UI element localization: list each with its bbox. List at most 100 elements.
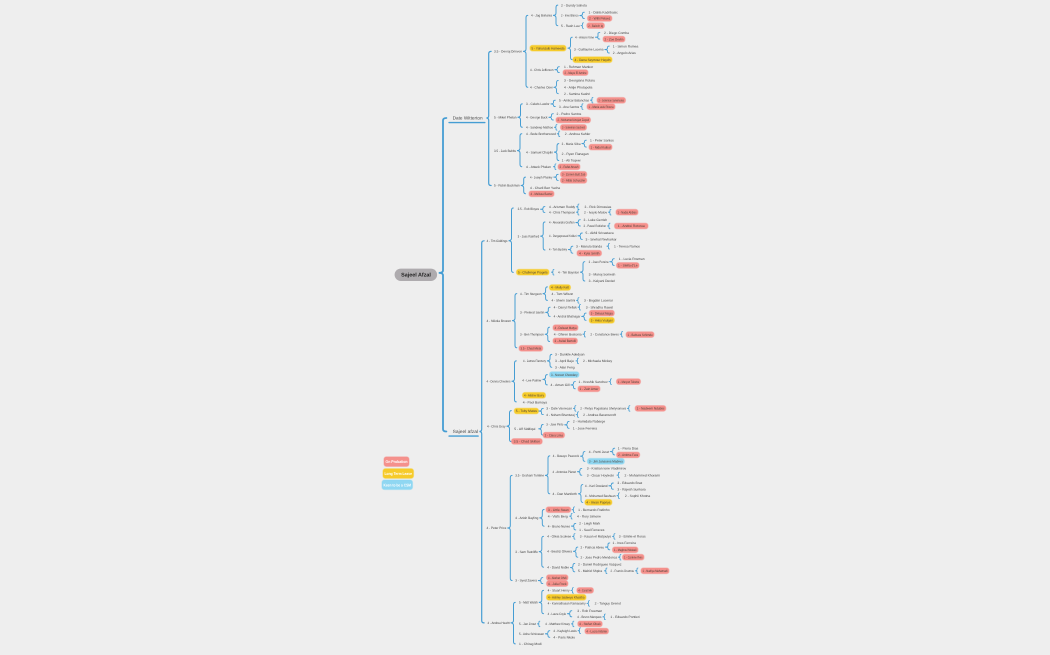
svg-text:4 - Andrea Hewitt: 4 - Andrea Hewitt — [488, 622, 510, 626]
svg-text:4 - Alisher Barry: 4 - Alisher Barry — [524, 394, 544, 398]
svg-text:1 - Carlene Reis: 1 - Carlene Reis — [624, 556, 643, 560]
svg-text:4 - Tim Baynton: 4 - Tim Baynton — [558, 271, 579, 275]
svg-text:2 - Andrea Baranscroft: 2 - Andrea Baranscroft — [583, 413, 616, 417]
svg-text:1 - Lucia Rosman: 1 - Lucia Rosman — [619, 257, 645, 261]
svg-text:1 - Maryan Tekstra: 1 - Maryan Tekstra — [618, 380, 639, 384]
svg-text:5 - Yahanzaib Hameeda: 5 - Yahanzaib Hameeda — [532, 47, 565, 51]
svg-text:2 - Mohammed Khorami: 2 - Mohammed Khorami — [625, 474, 661, 478]
svg-text:5 - Asha Srinivasan: 5 - Asha Srinivasan — [519, 633, 544, 637]
svg-text:4 - Alexandra Grafton: 4 - Alexandra Grafton — [549, 221, 575, 225]
svg-text:2 - Zoe Devlin: 2 - Zoe Devlin — [605, 38, 624, 42]
svg-text:4 - Dhiren Bostonia: 4 - Dhiren Bostonia — [554, 333, 582, 337]
svg-text:4 - Karl Dowland: 4 - Karl Dowland — [585, 485, 608, 489]
svg-text:3 - Eduardo Braz: 3 - Eduardo Braz — [617, 482, 642, 486]
svg-text:4 - Stefan Olcak: 4 - Stefan Olcak — [579, 623, 601, 627]
svg-text:2 - Sophii Khotna: 2 - Sophii Khotna — [625, 494, 650, 498]
svg-text:2 - Daniel Rodrigues Vazquez: 2 - Daniel Rodrigues Vazquez — [578, 563, 622, 567]
svg-text:4 - Pertti Jurat: 4 - Pertti Jurat — [589, 450, 609, 454]
svg-text:3 - Delsaut Magia: 3 - Delsaut Magia — [591, 312, 613, 316]
svg-text:4 - Noham Bhanturaj: 4 - Noham Bhanturaj — [546, 413, 575, 417]
svg-text:2 - Andrea Kahler: 2 - Andrea Kahler — [565, 133, 591, 137]
svg-text:4 - Antoni Vine: 4 - Antoni Vine — [575, 36, 594, 40]
svg-text:2 - Ines Blanco: 2 - Ines Blanco — [561, 14, 579, 18]
svg-text:1 - Eduardo Pontieri: 1 - Eduardo Pontieri — [610, 616, 640, 620]
svg-text:3 - Pieteral Santin: 3 - Pieteral Santin — [520, 311, 544, 315]
svg-text:3 - Jose Pinto: 3 - Jose Pinto — [546, 423, 563, 427]
svg-text:4 - Samuel Chaplin: 4 - Samuel Chaplin — [526, 151, 553, 155]
svg-text:4 - Matthew Kinsey: 4 - Matthew Kinsey — [545, 623, 570, 627]
svg-text:3 - Rajesh Sunkara: 3 - Rajesh Sunkara — [617, 488, 645, 492]
svg-text:2 - Ivaylo Matov: 2 - Ivaylo Matov — [584, 211, 607, 215]
svg-text:2 - Maya El Amine: 2 - Maya El Amine — [565, 71, 587, 75]
svg-text:4 - Kayleigh Lewis: 4 - Kayleigh Lewis — [553, 629, 577, 633]
svg-text:4 - James Flannery: 4 - James Flannery — [523, 360, 546, 364]
svg-text:4 - Chris Jefferson: 4 - Chris Jefferson — [530, 68, 554, 72]
svg-text:4 - Attack Phelan: 4 - Attack Phelan — [526, 165, 551, 169]
svg-text:3.5 - Devraj Drinvon: 3.5 - Devraj Drinvon — [494, 50, 522, 54]
svg-text:5 - Robin Buckman: 5 - Robin Buckman — [494, 184, 520, 188]
svg-text:5 - Matt Walsh: 5 - Matt Walsh — [519, 601, 538, 605]
svg-text:5 - Amilcar Balanchas: 5 - Amilcar Balanchas — [559, 99, 589, 103]
svg-text:2 - Gundy Sahota: 2 - Gundy Sahota — [561, 4, 587, 8]
svg-text:1 - Ali Toqeer: 1 - Ali Toqeer — [562, 159, 582, 163]
svg-text:1 - Jose Ferreira: 1 - Jose Ferreira — [573, 427, 597, 431]
svg-text:1 - Rehman Mankor: 1 - Rehman Mankor — [564, 65, 594, 69]
svg-text:2 - Leigh Mark: 2 - Leigh Mark — [579, 522, 600, 526]
svg-text:4 - Tim Sturgeon: 4 - Tim Sturgeon — [520, 292, 542, 296]
svg-text:4 - Charles Osei: 4 - Charles Osei — [530, 86, 553, 90]
svg-text:2 - Pietya Pogalsana Shelyvano: 2 - Pietya Pogalsana Shelyvanova — [580, 407, 626, 411]
svg-text:4 - Imran Papriya: 4 - Imran Papriya — [586, 501, 610, 505]
svg-text:2 - Diego Comba: 2 - Diego Comba — [604, 31, 629, 35]
svg-text:3 - Kristian Ione Vladimirov: 3 - Kristian Ione Vladimirov — [587, 467, 627, 471]
svg-text:4 - Anchal Bhatnagar: 4 - Anchal Bhatnagar — [554, 315, 581, 319]
svg-text:2 - Michaela Mickey: 2 - Michaela Mickey — [583, 360, 612, 364]
svg-text:1 - Chirag Modi: 1 - Chirag Modi — [519, 643, 542, 647]
svg-text:5 - Mahid Shpira: 5 - Mahid Shpira — [578, 570, 602, 574]
svg-text:1 - Bernardo Rodinho: 1 - Bernardo Rodinho — [578, 508, 610, 512]
svg-text:2 - Clara Lima: 2 - Clara Lima — [545, 434, 564, 438]
svg-text:4 - Busayo Peacock: 4 - Busayo Peacock — [553, 455, 580, 459]
svg-text:4 - Chris Gray: 4 - Chris Gray — [487, 425, 506, 429]
svg-text:4 - Sherin Santini: 4 - Sherin Santini — [552, 299, 576, 303]
svg-text:Keen to be a CSM: Keen to be a CSM — [384, 483, 412, 488]
svg-text:4 - Dan Manforth: 4 - Dan Manforth — [553, 493, 578, 497]
svg-text:3 - Georgiana Rotaru: 3 - Georgiana Rotaru — [564, 79, 595, 83]
svg-text:2 - Patricia Abreu: 2 - Patricia Abreu — [581, 546, 605, 550]
svg-text:3 - Zarrien Butt Zab: 3 - Zarrien Butt Zab — [562, 173, 585, 177]
svg-text:3 - Manula Banda: 3 - Manula Banda — [576, 245, 602, 249]
svg-text:4 - Kyla Smith: 4 - Kyla Smith — [579, 252, 600, 256]
svg-text:3 - Little Swan: 3 - Little Swan — [548, 508, 569, 512]
svg-text:4 - Tim Giddings: 4 - Tim Giddings — [487, 239, 508, 243]
svg-text:3 - Maria Silva: 3 - Maria Silva — [562, 142, 581, 146]
svg-text:5 - Jan Jirout: 5 - Jan Jirout — [519, 623, 536, 627]
svg-text:1 - Simon Romea: 1 - Simon Romea — [613, 45, 639, 49]
svg-text:3.5 - Rob Bloyes: 3.5 - Rob Bloyes — [518, 208, 540, 212]
svg-text:2 - Joao Pedro Mendonca: 2 - Joao Pedro Mendonca — [581, 556, 618, 560]
svg-text:3 - Dale Vavrecan: 3 - Dale Vavrecan — [546, 407, 572, 411]
svg-text:3 - April Baju: 3 - April Baju — [555, 360, 574, 364]
svg-text:4 - David Noble: 4 - David Noble — [547, 566, 569, 570]
svg-text:4 - Donna Chesters: 4 - Donna Chesters — [487, 380, 511, 384]
svg-text:4 - Laura Coyle: 4 - Laura Coyle — [548, 612, 567, 616]
svg-text:5 - Akhil Srivastava: 5 - Akhil Srivastava — [586, 232, 614, 236]
svg-text:4 - Bruno Nunes: 4 - Bruno Nunes — [548, 525, 571, 529]
svg-text:3 - Oscar Hoylecki: 3 - Oscar Hoylecki — [587, 474, 614, 478]
svg-text:4 - Bruno Marques: 4 - Bruno Marques — [577, 616, 602, 620]
svg-text:3 - Pawel Rebisher: 3 - Pawel Rebisher — [584, 225, 607, 229]
svg-text:4 - Julia Rock: 4 - Julia Rock — [548, 582, 567, 586]
svg-text:3 - Joao Pereira: 3 - Joao Pereira — [589, 260, 609, 264]
svg-text:3 - Rick Dirrossias: 3 - Rick Dirrossias — [585, 206, 612, 210]
svg-text:5 - Challenge Pragela: 5 - Challenge Pragela — [518, 271, 548, 275]
svg-text:1 - Saul Ferraces: 1 - Saul Ferraces — [579, 529, 605, 533]
svg-text:4 - Peter Price: 4 - Peter Price — [487, 527, 507, 531]
svg-text:3 - Avital Bertolli: 3 - Avital Bertolli — [555, 340, 577, 344]
svg-text:1 - Teresa Ramos: 1 - Teresa Ramos — [614, 245, 640, 249]
svg-text:2 - Constance Beres: 2 - Constance Beres — [590, 333, 619, 337]
svg-text:Sajeel afzal: Sajeel afzal — [453, 429, 479, 434]
svg-text:3 - Celwis Lawlor: 3 - Celwis Lawlor — [526, 103, 550, 107]
svg-text:4 - Aman Gill: 4 - Aman Gill — [551, 384, 570, 388]
svg-text:3 - Snehal Revharkar: 3 - Snehal Revharkar — [586, 238, 618, 242]
svg-text:4 - Rory Simone: 4 - Rory Simone — [577, 515, 601, 519]
svg-text:2 - Tanguy Grenot: 2 - Tanguy Grenot — [595, 602, 621, 606]
svg-text:4 - Joseph Pharley: 4 - Joseph Pharley — [530, 176, 553, 180]
